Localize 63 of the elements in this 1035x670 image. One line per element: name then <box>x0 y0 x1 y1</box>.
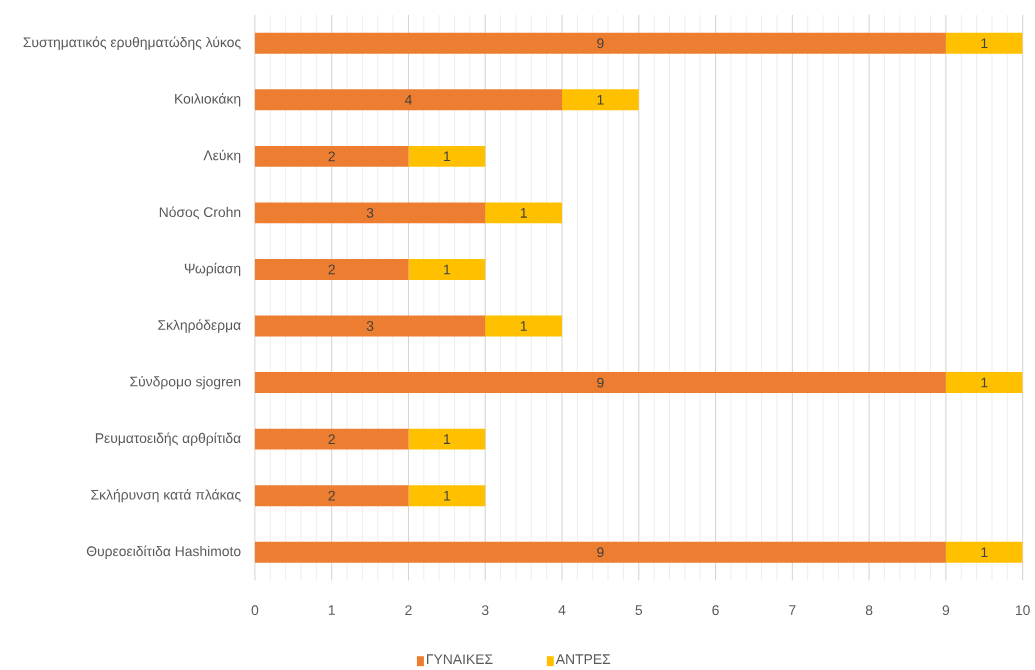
data-label: 1 <box>981 38 988 48</box>
data-label: 1 <box>981 547 988 557</box>
data-label: 9 <box>597 547 604 558</box>
data-label: 1 <box>520 208 527 218</box>
bar <box>254 428 409 450</box>
bar <box>408 428 486 450</box>
data-label: 1 <box>597 94 604 105</box>
x-tick-label: 2 <box>405 605 412 615</box>
data-label: 1 <box>444 151 451 162</box>
bar <box>408 485 486 507</box>
legend-label: ΓΥΝΑΙΚΕΣ <box>427 654 493 664</box>
y-tick-label: Θυρεοειδίτιδα Hashimoto <box>86 545 241 559</box>
bar <box>408 258 486 280</box>
data-label: 1 <box>444 490 451 501</box>
bar <box>945 372 1023 393</box>
bar <box>485 315 563 337</box>
data-label: 9 <box>597 377 604 388</box>
x-tick-label: 9 <box>942 605 950 616</box>
y-tick-label: Σκληρόδερμα <box>158 319 241 333</box>
legend-label: ΑΝΤΡΕΣ <box>555 654 611 664</box>
x-tick-label: 0 <box>251 605 259 616</box>
data-label: 1 <box>444 434 451 444</box>
bar <box>254 145 409 167</box>
x-tick-label: 8 <box>865 605 873 616</box>
bar <box>408 145 486 167</box>
y-tick-label: Κοιλιοκάκη <box>175 93 241 107</box>
y-tick-label: Ρευματοειδής αρθρίτιδα <box>95 432 241 446</box>
bar <box>254 315 486 337</box>
data-label: 1 <box>444 264 451 275</box>
y-tick-label: Λεύκη <box>203 149 241 163</box>
bar <box>485 202 563 224</box>
y-tick-label: Συστηματικός ερυθηματώδης λύκος <box>23 36 241 50</box>
data-label: 1 <box>981 377 988 388</box>
bar <box>562 89 639 111</box>
x-tick-label: 4 <box>558 605 566 615</box>
bar <box>254 202 486 224</box>
data-label: 2 <box>328 490 335 501</box>
bar <box>254 541 946 563</box>
data-label: 3 <box>366 321 374 331</box>
x-tick-label: 3 <box>481 605 489 616</box>
x-tick-label: 1 <box>328 605 335 615</box>
bar <box>254 258 409 280</box>
bar <box>254 32 946 54</box>
data-label: 2 <box>328 264 335 275</box>
bar <box>945 32 1023 54</box>
y-tick-label: Ψωρίαση <box>184 262 241 277</box>
y-tick-label: Νόσος Crohn <box>159 206 241 220</box>
x-tick-label: 5 <box>635 605 643 615</box>
data-label: 1 <box>520 321 527 331</box>
data-label: 2 <box>328 434 335 444</box>
data-label: 4 <box>404 94 412 105</box>
bar <box>254 89 563 111</box>
bar <box>945 541 1023 563</box>
bar <box>254 372 946 393</box>
y-tick-label: Σύνδρομο sjogren <box>130 375 241 390</box>
x-tick-label: 10 <box>1015 605 1030 616</box>
data-label: 2 <box>328 151 335 162</box>
x-tick-label: 6 <box>712 605 719 616</box>
data-label: 3 <box>366 207 374 218</box>
x-tick-label: 7 <box>789 605 796 615</box>
bar <box>254 485 409 507</box>
y-tick-label: Σκλήρυνση κατά πλάκας <box>91 488 241 503</box>
data-label: 9 <box>597 38 604 49</box>
